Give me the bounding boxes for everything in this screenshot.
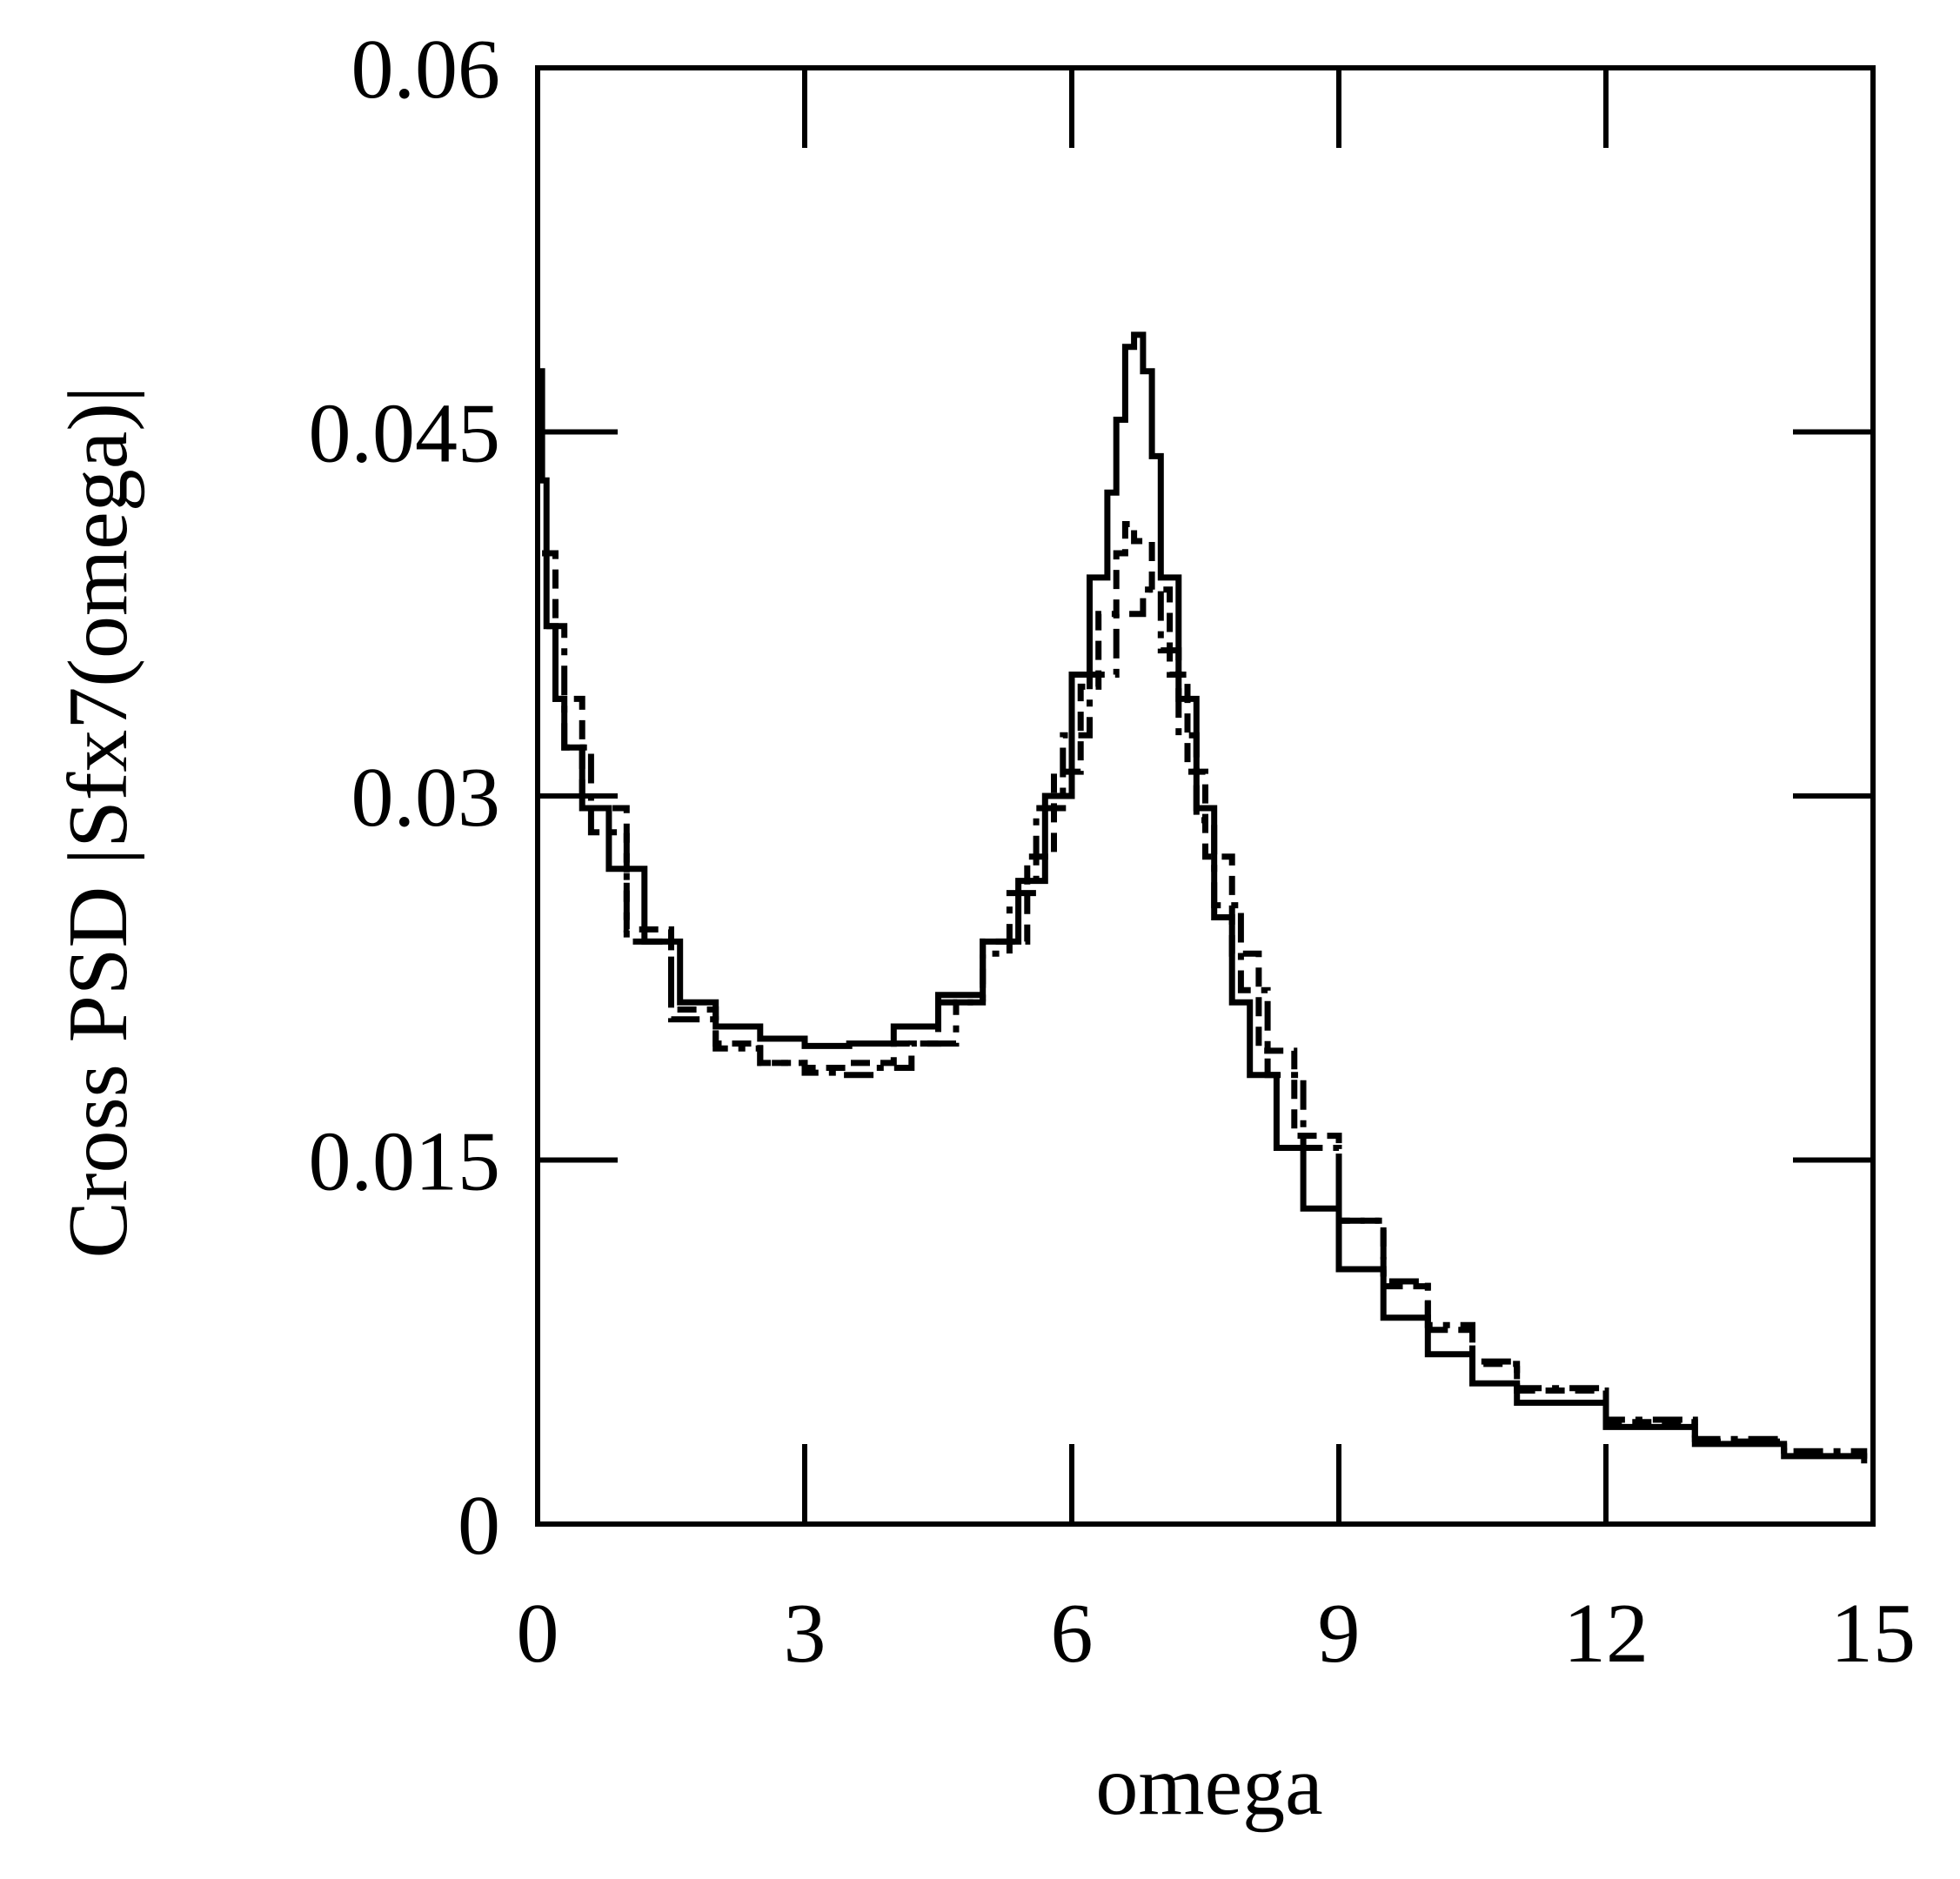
plot-frame bbox=[535, 65, 1876, 1527]
series-layer bbox=[538, 331, 1868, 1464]
labels-layer: 0 3 6 9 12 15 0 0.015 0.03 0.045 0.06 bbox=[309, 23, 1917, 1681]
y-tick-label: 0.015 bbox=[309, 1115, 501, 1209]
y-axis-title: Cross PSD |Sfx7(omega)| bbox=[51, 386, 145, 1259]
x-tick-label: 12 bbox=[1563, 1587, 1649, 1681]
y-tick-label: 0.045 bbox=[309, 387, 501, 481]
series-line-solid bbox=[538, 331, 1868, 1464]
x-axis-title: omega bbox=[1095, 1739, 1322, 1833]
series-line-dashed bbox=[542, 521, 1788, 1454]
x-tick-label: 0 bbox=[517, 1587, 559, 1681]
y-tick-label: 0 bbox=[458, 1479, 500, 1573]
y-tick-label: 0.03 bbox=[351, 751, 501, 845]
y-tick-label: 0.06 bbox=[351, 23, 501, 117]
series-line-dash-dot bbox=[546, 586, 1868, 1459]
x-tick-label: 3 bbox=[784, 1587, 826, 1681]
x-tick-label: 6 bbox=[1051, 1587, 1094, 1681]
x-tick-label: 9 bbox=[1318, 1587, 1361, 1681]
x-tick-label: 15 bbox=[1830, 1587, 1916, 1681]
